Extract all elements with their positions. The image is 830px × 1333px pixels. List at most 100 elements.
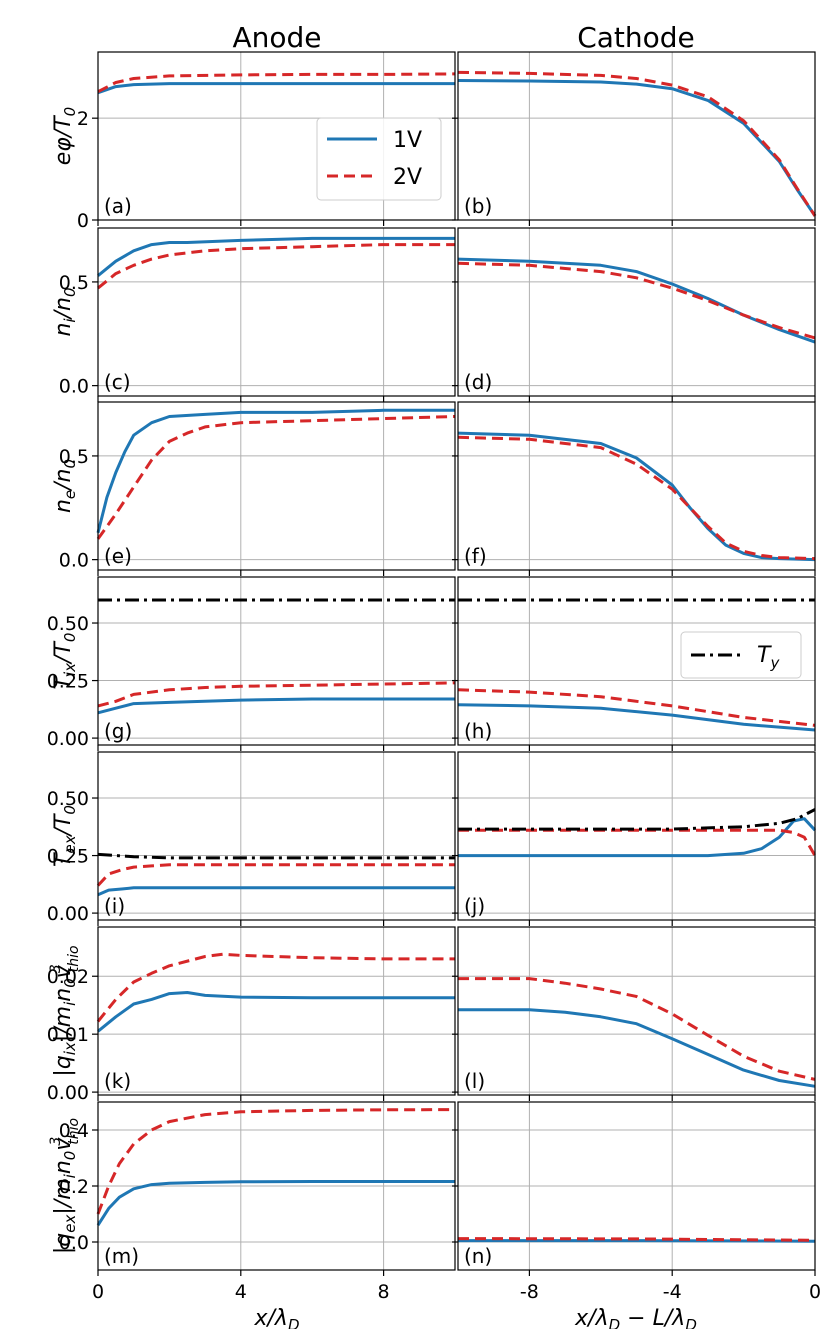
axes-frame — [97, 401, 456, 571]
panel-label: (b) — [464, 194, 492, 218]
panel-label: (h) — [464, 719, 492, 743]
column-title-cathode: Cathode — [577, 21, 695, 54]
series-line-1v — [457, 257, 816, 344]
series-line-1v — [457, 431, 816, 562]
panel-c: 0.0 0.5 (c) ni/n0 — [51, 227, 456, 402]
ytick-label: 0.5 — [59, 272, 89, 294]
y-axis-label: ne/n0 — [51, 459, 79, 513]
axes-frame — [97, 51, 456, 221]
ytick-label: 0 — [77, 210, 89, 232]
series-line-2v — [457, 688, 816, 727]
x-axis-label-anode: x/λD — [253, 1306, 299, 1329]
series-line-1v — [96, 408, 455, 534]
axes-frame — [97, 926, 456, 1096]
ytick-label: 0.50 — [47, 788, 89, 810]
panel-label: (n) — [464, 1244, 492, 1268]
series-line-1v — [458, 817, 817, 858]
y-axis-label: eφ/T0 — [51, 107, 79, 165]
ytick-label: 0.0 — [59, 550, 89, 572]
legend-label-2v: 2V — [393, 165, 422, 190]
panel-label: (a) — [104, 194, 132, 218]
panel-f: (f) — [452, 401, 816, 576]
panel-h: (h) Ty — [452, 576, 816, 751]
ytick-label: 0.02 — [47, 966, 89, 988]
axes-frame — [457, 401, 816, 571]
series-line-2v — [97, 681, 456, 708]
y-axis-label: Tix/T0 — [51, 633, 79, 690]
panel-m: 0.00.20.40 4 8(m)|qex|/min0v3 thio — [48, 1101, 456, 1303]
series-line-1v — [97, 82, 455, 95]
panel-label: (j) — [464, 894, 485, 918]
series-line-2v — [457, 435, 816, 561]
xtick-label: 8 — [378, 1281, 390, 1303]
panel-label: (d) — [464, 370, 492, 394]
series-line-2v — [457, 1237, 816, 1242]
legend-label-1v: 1V — [393, 128, 422, 153]
series-line-1v — [457, 703, 816, 732]
xtick-label: -8 — [520, 1281, 539, 1303]
panel-label: (l) — [464, 1069, 485, 1093]
ytick-label: 2 — [77, 108, 89, 130]
ytick-label: 0.00 — [47, 903, 89, 925]
axes-frame — [97, 751, 456, 921]
ytick-label: 0.25 — [47, 846, 89, 868]
panel-label: (g) — [104, 719, 132, 743]
xtick-label: 4 — [235, 1281, 247, 1303]
series-line-2v — [457, 261, 816, 340]
series-line-1v — [96, 1180, 455, 1227]
ytick-label: 0.0 — [59, 376, 89, 398]
series-line-1v — [458, 1008, 816, 1088]
ytick-label: 0.50 — [47, 613, 89, 635]
column-title-anode: Anode — [232, 21, 321, 54]
series-line-ty — [97, 852, 455, 860]
panel-e: 0.0 0.5 (e) ne/n0 — [51, 401, 456, 576]
legend-label-ty: Ty — [757, 643, 780, 672]
series-line-1v — [458, 1239, 816, 1243]
panel-j: (j) — [452, 751, 817, 926]
series-line-2v — [97, 72, 456, 94]
ytick-label: 0.25 — [47, 671, 89, 693]
legend-ty: Ty — [680, 631, 802, 679]
xtick-label: 0 — [809, 1281, 821, 1303]
series-line-2v — [458, 828, 817, 857]
series-line-2v — [96, 863, 455, 887]
panel-label: (c) — [104, 370, 131, 394]
panel-i: 0.00 0.25 0.50 (i) Tex/T0 — [47, 751, 456, 926]
series-line-1v — [97, 697, 455, 715]
panel-b: (b) — [452, 51, 817, 226]
ytick-label: 0.2 — [59, 1176, 89, 1198]
y-axis-label: Tex/T0 — [51, 805, 79, 867]
panel-g: 0.00 0.25 0.50 (g) Tix/T0 — [47, 576, 456, 751]
axes-frame — [457, 227, 816, 397]
panel-l: (l) — [452, 926, 816, 1101]
ytick-label: 0.01 — [47, 1024, 89, 1046]
series-line-2v — [96, 1108, 456, 1215]
panel-d: (d) — [452, 227, 816, 402]
series-line-2v — [458, 977, 816, 1081]
axes-frame — [457, 926, 816, 1096]
series-line-2v — [96, 952, 455, 1023]
ytick-label: 0.5 — [59, 446, 89, 468]
ytick-label: 0.4 — [59, 1120, 89, 1142]
ytick-label: 0.0 — [59, 1232, 89, 1254]
xtick-label: 0 — [92, 1281, 104, 1303]
panel-label: (i) — [104, 894, 125, 918]
panel-n: -8 -4 0 (n) — [452, 1101, 821, 1303]
x-axis-label-cathode: x/λD − L/λD — [574, 1306, 697, 1329]
panel-label: (e) — [104, 544, 132, 568]
series-line-ty — [458, 808, 816, 831]
series-line-1v — [97, 991, 455, 1033]
series-line-1v — [457, 79, 817, 217]
xtick-label: -4 — [663, 1281, 682, 1303]
legend-box — [316, 117, 442, 201]
axes-frame — [457, 576, 816, 746]
ytick-label: 0.00 — [47, 728, 89, 750]
axes-frame — [457, 751, 816, 921]
series-line-1v — [97, 236, 455, 277]
axes-frame — [97, 227, 456, 397]
panels: 02(a)eφ/T01V2V(b)0.00.5(c)ni/n0(d)0.00.5… — [47, 51, 821, 1333]
series-line-2v — [97, 243, 455, 290]
